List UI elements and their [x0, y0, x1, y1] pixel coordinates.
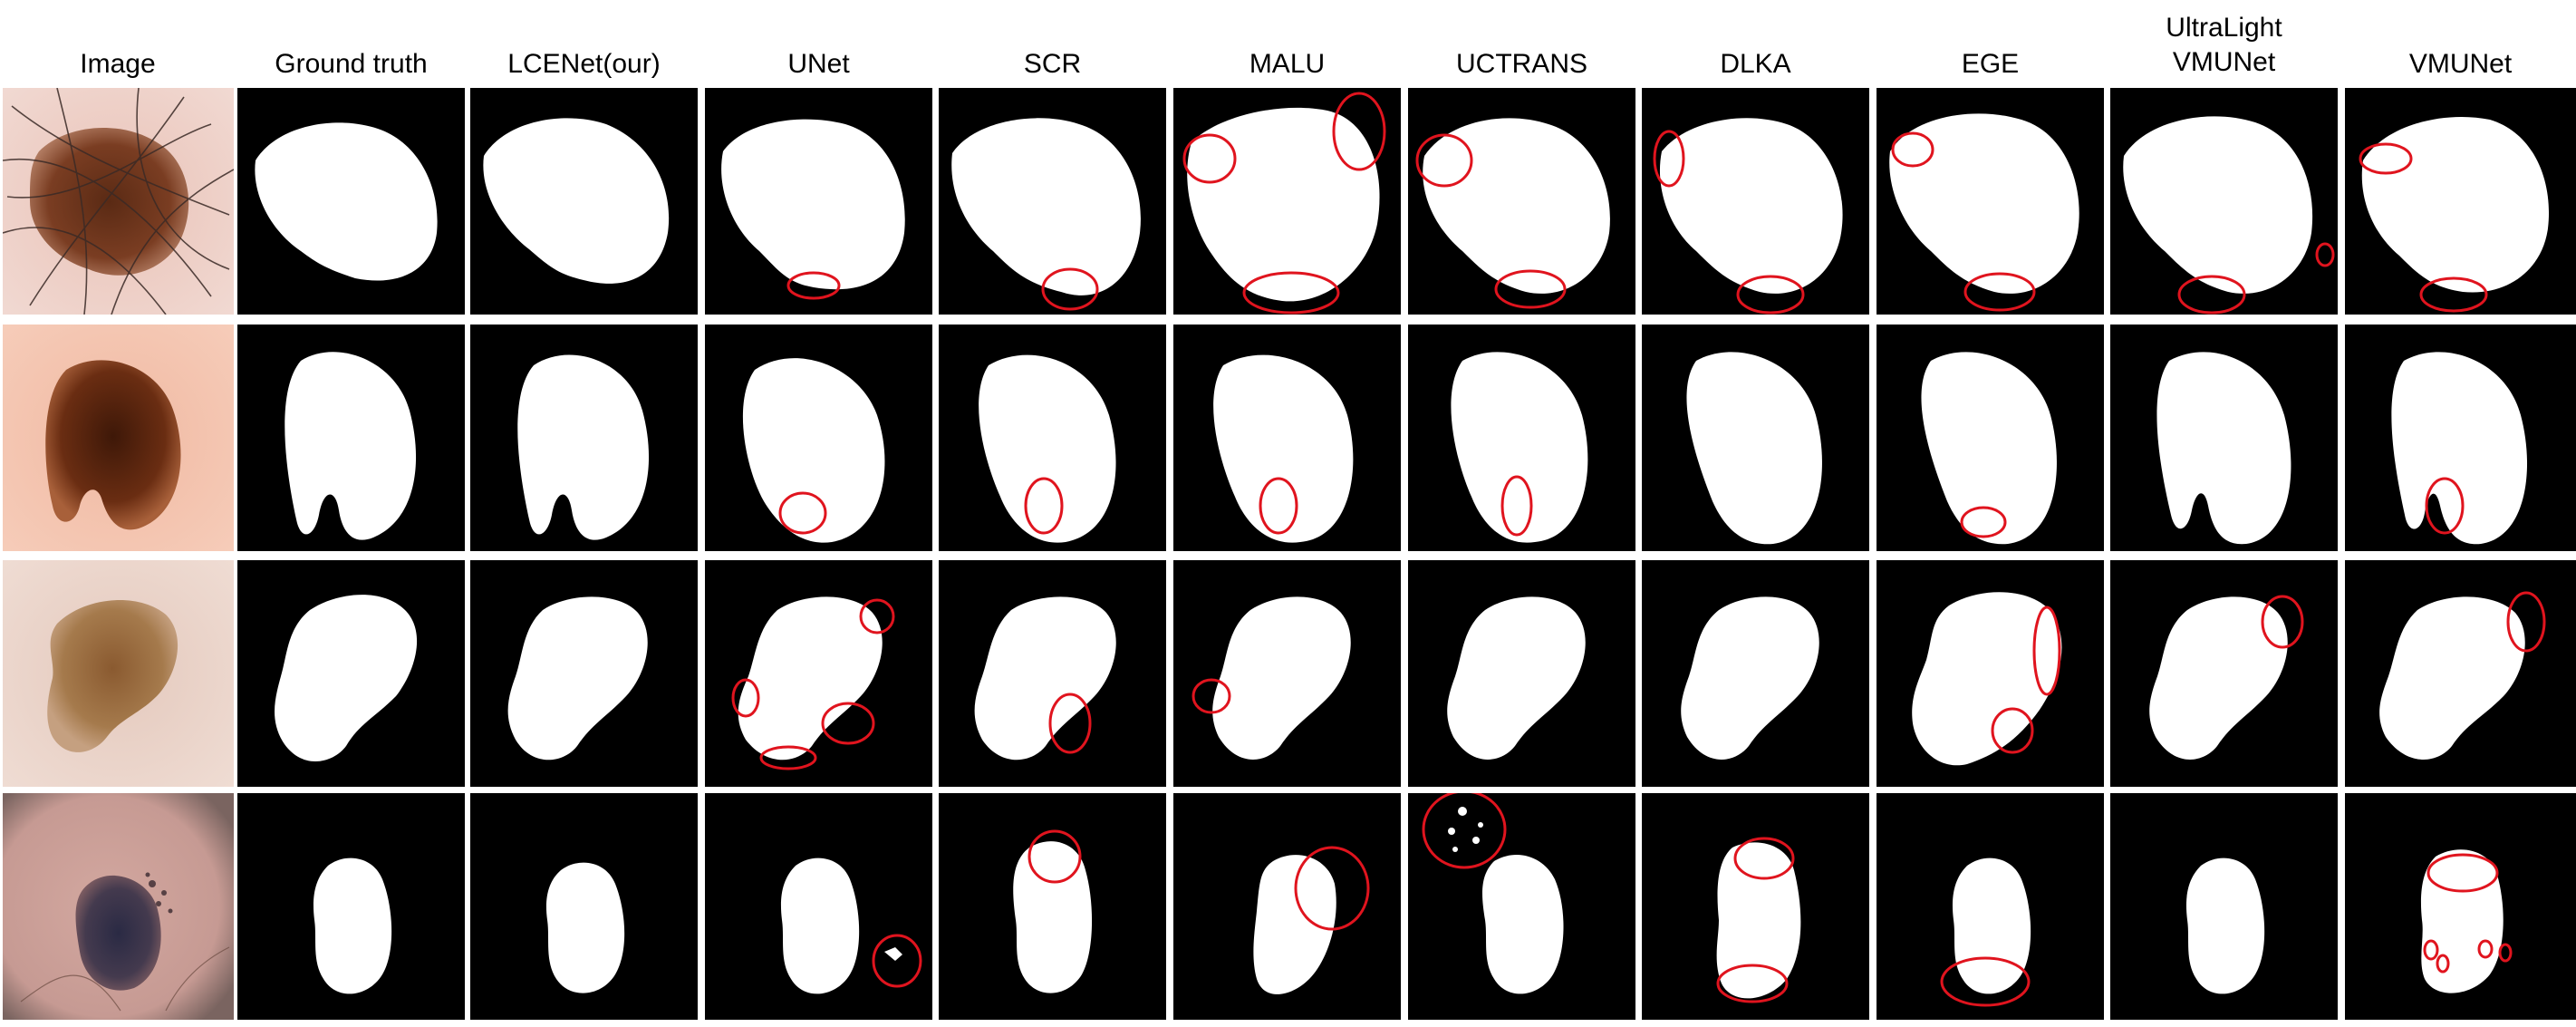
header-dlka: DLKA	[1720, 49, 1791, 79]
header-unet: UNet	[787, 49, 850, 79]
mask-vmunet-row2	[2345, 325, 2576, 551]
mask-ege-row4	[1877, 793, 2104, 1020]
header-ultralight-vmunet: UltraLight VMUNet	[2166, 13, 2282, 77]
mask-unet-row3	[705, 560, 932, 787]
mask-malu-row1	[1173, 88, 1401, 315]
mask-ground-truth-row1	[237, 88, 465, 315]
mask-vmunet-row4	[2345, 793, 2576, 1020]
mask-ege-row1	[1877, 88, 2104, 315]
mask-dlka-row2	[1642, 325, 1869, 551]
mask-malu-row3	[1173, 560, 1401, 787]
header-ege: EGE	[1961, 49, 2020, 79]
mask-vmunet-row1	[2345, 88, 2576, 315]
mask-scr-row3	[939, 560, 1166, 787]
mask-ultralight-vmunet-row3	[2110, 560, 2338, 787]
mask-lcenet-row3	[470, 560, 698, 787]
mask-dlka-row3	[1642, 560, 1869, 787]
mask-uctrans-row1	[1408, 88, 1635, 315]
mask-vmunet-row3	[2345, 560, 2576, 787]
mask-scr-row1	[939, 88, 1166, 315]
dermoscopy-image-row3	[3, 560, 234, 787]
mask-dlka-row1	[1642, 88, 1869, 315]
mask-unet-row1	[705, 88, 932, 315]
mask-ultralight-vmunet-row4	[2110, 793, 2338, 1020]
mask-unet-row4	[705, 793, 932, 1020]
header-scr: SCR	[1023, 49, 1082, 79]
mask-uctrans-row3	[1408, 560, 1635, 787]
header-ground-truth: Ground truth	[275, 49, 428, 79]
dermoscopy-image-row4	[3, 793, 234, 1020]
dermoscopy-image-row2	[3, 325, 234, 551]
mask-ground-truth-row4	[237, 793, 465, 1020]
mask-uctrans-row2	[1408, 325, 1635, 551]
mask-lcenet-row1	[470, 88, 698, 315]
header-image: Image	[80, 49, 156, 79]
mask-uctrans-row4	[1408, 793, 1635, 1020]
dermoscopy-image-row1	[3, 88, 234, 315]
mask-scr-row2	[939, 325, 1166, 551]
mask-scr-row4	[939, 793, 1166, 1020]
mask-lcenet-row2	[470, 325, 698, 551]
mask-lcenet-row4	[470, 793, 698, 1020]
mask-ground-truth-row3	[237, 560, 465, 787]
header-vmunet: VMUNet	[2408, 49, 2513, 79]
mask-ege-row2	[1877, 325, 2104, 551]
mask-ground-truth-row2	[237, 325, 465, 551]
mask-ultralight-vmunet-row2	[2110, 325, 2338, 551]
mask-unet-row2	[705, 325, 932, 551]
mask-ultralight-vmunet-row1	[2110, 88, 2338, 315]
header-lcenet: LCENet(our)	[507, 49, 661, 79]
header-uctrans: UCTRANS	[1455, 49, 1587, 79]
mask-malu-row2	[1173, 325, 1401, 551]
mask-dlka-row4	[1642, 793, 1869, 1020]
header-malu: MALU	[1249, 49, 1326, 79]
mask-malu-row4	[1173, 793, 1401, 1020]
mask-ege-row3	[1877, 560, 2104, 787]
